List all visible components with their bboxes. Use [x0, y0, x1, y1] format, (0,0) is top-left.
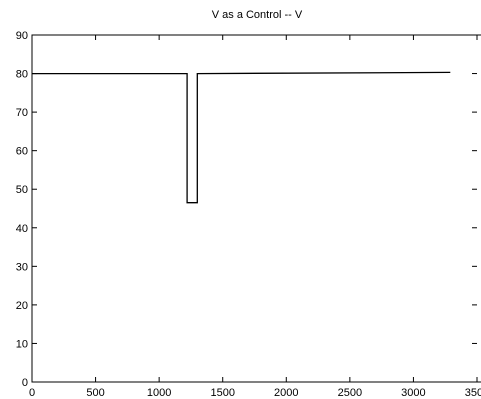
y-tick-label: 60 — [16, 146, 28, 158]
y-tick-label: 0 — [22, 377, 28, 389]
series-line — [32, 71, 451, 204]
y-tick-label: 10 — [16, 338, 28, 350]
x-tick-label: 3000 — [401, 387, 425, 399]
x-tick-label: 1000 — [147, 387, 171, 399]
x-axis: 0 500 1000 1500 2000 2500 3000 3500 — [29, 35, 481, 399]
chart-title: V as a Control -- V — [212, 9, 303, 21]
x-tick-label: 500 — [86, 387, 104, 399]
plot-lines — [32, 71, 451, 204]
y-tick-label: 80 — [16, 69, 28, 81]
y-tick-label: 90 — [16, 30, 28, 42]
y-tick-label: 20 — [16, 300, 28, 312]
x-tick-label: 3500 — [465, 387, 481, 399]
y-tick-label: 50 — [16, 184, 28, 196]
x-tick-label: 2500 — [338, 387, 362, 399]
y-axis: 0 10 20 30 40 50 60 70 80 90 — [16, 30, 477, 389]
y-tick-label: 70 — [16, 107, 28, 119]
y-tick-label: 40 — [16, 223, 28, 235]
x-tick-label: 2000 — [274, 387, 298, 399]
x-tick-label: 1500 — [210, 387, 234, 399]
plot-frame — [31, 34, 481, 383]
x-tick-label: 0 — [29, 387, 35, 399]
y-tick-label: 30 — [16, 261, 28, 273]
